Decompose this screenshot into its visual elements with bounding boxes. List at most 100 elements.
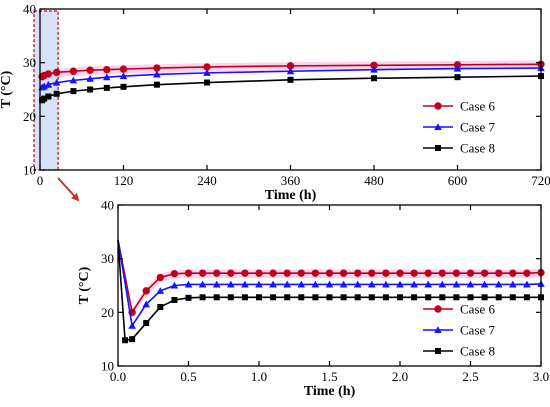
legend-marker: [434, 102, 442, 110]
data-point-case-8: [354, 294, 361, 301]
series-case-8: [117, 239, 544, 344]
data-point-case-7: [227, 280, 235, 288]
data-point-case-7: [128, 321, 136, 329]
legend-entry-case-7: Case 7: [423, 323, 496, 338]
data-point-case-8: [171, 296, 178, 303]
data-point-case-7: [370, 65, 378, 73]
data-point-case-8: [70, 88, 77, 95]
data-point-case-7: [353, 280, 362, 288]
data-point-case-8: [157, 303, 164, 310]
y-tick-label: 10: [101, 359, 114, 374]
x-tick-label: 720: [531, 173, 550, 188]
x-tick-label: 120: [114, 173, 134, 188]
data-point-case-8: [298, 294, 305, 301]
data-point-case-8: [411, 294, 418, 301]
zoom-arrow: [57, 177, 80, 202]
legend-label: Case 6: [460, 99, 496, 114]
data-point-case-7: [452, 280, 461, 288]
data-point-case-8: [122, 337, 129, 344]
data-point-case-6: [283, 269, 291, 277]
data-point-case-7: [523, 280, 531, 288]
data-point-case-6: [396, 269, 404, 277]
data-point-case-7: [339, 280, 348, 288]
data-point-case-6: [325, 269, 334, 277]
data-point-case-6: [509, 269, 517, 277]
data-point-case-6: [156, 273, 165, 282]
data-point-case-8: [120, 83, 127, 90]
data-point-case-7: [203, 69, 211, 76]
data-point-case-8: [467, 294, 474, 301]
legend-label: Case 8: [460, 344, 495, 359]
data-point-case-8: [213, 294, 220, 301]
data-point-case-7: [170, 281, 179, 289]
data-point-case-7: [44, 80, 53, 88]
data-point-case-7: [466, 280, 475, 288]
data-point-case-8: [87, 86, 94, 93]
data-point-case-6: [438, 269, 446, 277]
data-point-case-8: [185, 294, 192, 301]
data-point-case-6: [410, 269, 418, 277]
data-point-case-6: [382, 269, 390, 277]
data-point-case-8: [481, 294, 488, 301]
data-point-case-6: [213, 269, 221, 277]
data-point-case-8: [241, 294, 248, 301]
data-point-case-6: [311, 269, 320, 277]
data-point-case-7: [453, 64, 462, 72]
data-point-case-7: [103, 73, 111, 81]
legend-entry-case-8: Case 8: [423, 141, 495, 156]
y-tick-label: 20: [101, 305, 114, 320]
data-point-case-6: [452, 269, 461, 277]
data-point-case-6: [241, 269, 249, 277]
data-point-case-6: [86, 66, 94, 74]
y-tick-label: 20: [23, 109, 36, 124]
data-point-case-8: [368, 294, 375, 301]
data-point-case-6: [184, 269, 193, 277]
data-point-case-8: [270, 294, 277, 301]
legend-label: Case 7: [460, 323, 496, 338]
y-tick-label: 10: [23, 163, 36, 178]
legend-marker: [435, 348, 441, 354]
x-tick-label: 360: [281, 173, 301, 188]
data-point-case-7: [438, 280, 447, 288]
data-point-case-8: [397, 294, 403, 301]
data-point-case-8: [340, 294, 347, 301]
data-point-case-7: [156, 287, 165, 294]
data-point-case-7: [255, 280, 263, 288]
data-point-case-8: [256, 294, 262, 301]
data-point-case-6: [69, 67, 78, 75]
data-point-case-8: [439, 294, 446, 301]
data-point-case-8: [284, 294, 291, 301]
legend-entry-case-6: Case 6: [423, 99, 496, 114]
data-point-case-6: [354, 269, 362, 277]
legend-marker: [434, 305, 442, 313]
data-point-case-6: [170, 269, 179, 278]
y-tick-label: 40: [101, 198, 114, 213]
data-point-case-7: [119, 72, 128, 80]
data-point-case-8: [425, 294, 432, 301]
data-point-case-7: [286, 67, 295, 75]
data-point-case-8: [523, 294, 530, 301]
data-point-case-6: [424, 269, 432, 277]
data-point-case-7: [480, 280, 489, 288]
data-point-case-7: [494, 280, 503, 288]
data-point-case-6: [142, 287, 150, 295]
data-point-case-6: [53, 68, 61, 77]
data-point-case-7: [396, 280, 404, 288]
y-axis-title: T (°C): [0, 70, 14, 108]
y-tick-label: 40: [23, 2, 36, 17]
data-point-case-6: [227, 269, 235, 277]
bottom-chart: 0.0 0.5 1.0 1.5 2.0 2.5 3.0 10 20 30 40 Time (h) T (…: [77, 198, 549, 400]
data-point-case-7: [241, 280, 249, 288]
x-axis-title: Time (h): [304, 384, 356, 399]
data-point-case-7: [297, 280, 306, 288]
data-point-case-7: [52, 78, 61, 86]
data-point-case-8: [199, 294, 206, 301]
data-point-case-6: [119, 65, 128, 73]
x-tick-label: 1.5: [321, 369, 337, 384]
legend-label: Case 7: [460, 120, 496, 135]
data-point-case-8: [287, 76, 294, 83]
data-point-case-8: [204, 79, 210, 86]
top-chart: 0 120 240 360 480 600 720 10 20 30 40 Time (h) T (°C…: [0, 2, 550, 204]
data-point-case-8: [143, 320, 150, 327]
